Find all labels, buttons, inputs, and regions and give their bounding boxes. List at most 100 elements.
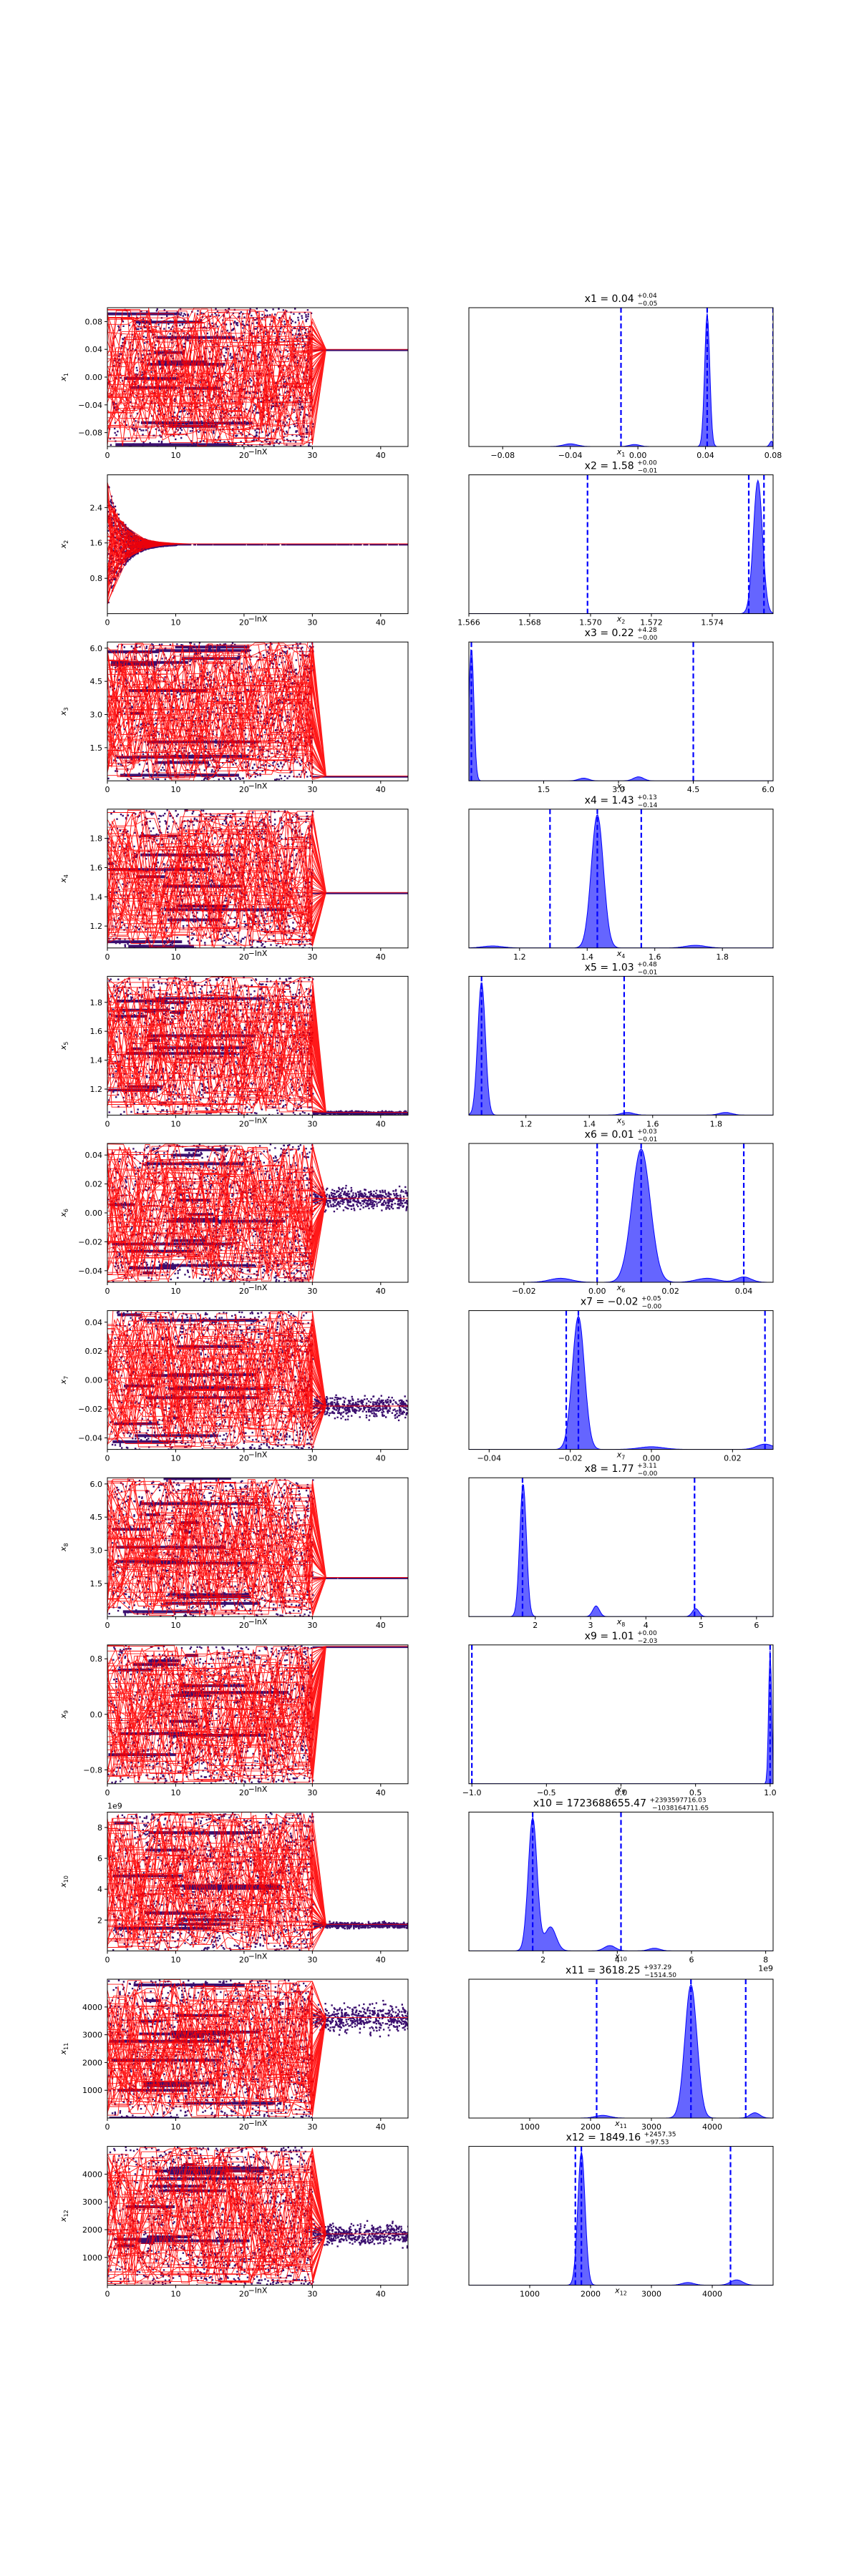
posterior-xtick-label-x7: −0.04 xyxy=(477,1454,501,1463)
trace-ytick-label-x7: 0.04 xyxy=(85,1318,103,1327)
posterior-xtick-label-x8: 5 xyxy=(699,1621,704,1630)
trace-ylabel-x5: x5 xyxy=(59,1042,69,1051)
posterior-marks-x1 xyxy=(469,308,773,447)
trace-ytick-label-x7: −0.02 xyxy=(78,1405,102,1414)
trace-xlabel-x3: −lnX xyxy=(248,781,268,791)
posterior-frame-x4 xyxy=(468,809,774,949)
trace-xtick-label-x3: 10 xyxy=(170,785,180,794)
posterior-title-x5: x5 = 1.03 +0.48 −0.01 xyxy=(585,961,658,976)
trace-xlabel-x6: −lnX xyxy=(248,1283,268,1292)
posterior-title-x9: x9 = 1.01 +0.00 −2.03 xyxy=(585,1630,658,1645)
posterior-xtick-label-x4: 1.2 xyxy=(513,952,526,962)
posterior-xtick-label-x11: 2000 xyxy=(581,2122,601,2132)
posterior-xtick-label-x5: 1.8 xyxy=(710,1119,723,1128)
trace-xtick-label-x5: 30 xyxy=(307,1119,317,1128)
trace-ytick-label-x2: 0.8 xyxy=(90,574,103,583)
trace-xlabel-x12: −lnX xyxy=(248,2286,268,2296)
posterior-xtick-label-x9: −0.5 xyxy=(537,1788,556,1797)
posterior-xtick-label-x3: 6.0 xyxy=(762,785,775,794)
posterior-frame-x9 xyxy=(468,1644,774,1785)
panel-row-x10: 0 10 20 30 40 −lnX 8 6 4 2 x10 1e9 2 4 6 8 x10 1e9 x10 = 1… xyxy=(59,1797,774,1973)
posterior-xtick-label-x5: 1.6 xyxy=(646,1119,659,1128)
posterior-xtick-label-x8: 4 xyxy=(644,1621,649,1630)
posterior-xtick-label-x2: 1.570 xyxy=(579,618,602,628)
trace-ytick-label-x5: 1.8 xyxy=(90,998,103,1008)
posterior-xtick-label-x8: 3 xyxy=(588,1621,593,1630)
trace-ytick-label-x10: 2 xyxy=(97,1916,102,1925)
trace-xlabel-x4: −lnX xyxy=(248,949,268,958)
trace-xtick-label-x9: 30 xyxy=(307,1788,317,1797)
trace-xtick-label-x9: 40 xyxy=(376,1788,386,1797)
posterior-frame-x10 xyxy=(468,1811,774,1951)
trace-xtick-label-x7: 30 xyxy=(307,1454,317,1463)
trace-xlabel-x7: −lnX xyxy=(248,1450,268,1460)
trace-marks-x5 xyxy=(107,976,408,1116)
trace-xlabel-x2: −lnX xyxy=(248,615,268,624)
trace-xlabel-x11: −lnX xyxy=(248,2119,268,2128)
posterior-density-x7 xyxy=(469,1315,773,1450)
trace-ytick-label-x8: 1.5 xyxy=(90,1579,103,1589)
trace-ytick-label-x4: 1.8 xyxy=(90,834,103,844)
posterior-xtick-label-x2: 1.566 xyxy=(457,618,480,628)
posterior-xlabel-x2: x2 xyxy=(616,615,626,625)
posterior-xlabel-x7: x7 xyxy=(616,1450,626,1461)
trace-yoffset-x10: 1e9 xyxy=(107,1801,122,1810)
trace-ylabel-x12: x12 xyxy=(59,2210,69,2223)
posterior-xtick-label-x9: −1.0 xyxy=(462,1788,482,1797)
posterior-frame-x7 xyxy=(468,1310,774,1450)
trace-xtick-label-x9: 20 xyxy=(239,1788,249,1797)
trace-xtick-label-x12: 20 xyxy=(239,2290,249,2299)
trace-xtick-label-x12: 30 xyxy=(307,2290,317,2299)
posterior-xtick-label-x9: 1.0 xyxy=(764,1788,777,1797)
trace-xtick-label-x2: 20 xyxy=(239,618,249,628)
trace-xtick-label-x9: 10 xyxy=(170,1788,180,1797)
trace-ytick-label-x4: 1.4 xyxy=(90,892,103,902)
trace-paths-x2 xyxy=(107,482,408,605)
posterior-xtick-label-x10: 8 xyxy=(763,1955,768,1964)
posterior-density-x3 xyxy=(469,649,773,781)
trace-ytick-label-x3: 6.0 xyxy=(90,644,103,653)
trace-paths-x3 xyxy=(107,642,408,781)
trace-xtick-label-x11: 0 xyxy=(105,2122,110,2132)
trace-ytick-label-x11: 4000 xyxy=(82,2003,102,2012)
trace-xtick-label-x7: 40 xyxy=(376,1454,386,1463)
posterior-xlabel-x12: x12 xyxy=(614,2286,627,2297)
posterior-xtick-label-x12: 4000 xyxy=(702,2290,722,2299)
trace-ytick-label-x1: 0.00 xyxy=(85,373,103,382)
posterior-frame-x2 xyxy=(468,474,774,615)
posterior-xtick-label-x7: −0.02 xyxy=(558,1454,583,1463)
posterior-xlabel-x1: x1 xyxy=(616,447,626,458)
posterior-xtick-label-x3: 4.5 xyxy=(687,785,700,794)
posterior-frame-x3 xyxy=(468,641,774,781)
trace-ytick-label-x7: 0.00 xyxy=(85,1376,103,1385)
posterior-xlabel-x3: x3 xyxy=(616,781,626,792)
trace-xtick-label-x5: 0 xyxy=(105,1119,110,1128)
panel-row-x9: 0 10 20 30 40 −lnX 0.8 0.0 −0.8 x9 −1.0 −0.5 0.0 0.5 1… xyxy=(59,1630,777,1797)
trace-ytick-label-x10: 4 xyxy=(97,1885,102,1894)
trace-ytick-label-x4: 1.2 xyxy=(90,922,103,931)
trace-xtick-label-x8: 10 xyxy=(170,1621,180,1630)
trace-xtick-label-x11: 40 xyxy=(376,2122,386,2132)
trace-frame-x11 xyxy=(107,1979,409,2119)
trace-ytick-label-x3: 4.5 xyxy=(90,677,103,686)
trace-ytick-label-x9: 0.0 xyxy=(90,1710,103,1719)
posterior-xtick-label-x6: −0.02 xyxy=(512,1287,536,1296)
trace-ytick-label-x6: −0.04 xyxy=(78,1267,102,1276)
trace-xtick-label-x6: 10 xyxy=(170,1287,180,1296)
posterior-title-x7: x7 = −0.02 +0.05 −0.00 xyxy=(581,1296,662,1311)
trace-ytick-label-x11: 2000 xyxy=(82,2058,102,2067)
trace-ylabel-x3: x3 xyxy=(59,707,69,716)
posterior-xlabel-x5: x5 xyxy=(616,1116,626,1126)
posterior-marks-x9 xyxy=(469,1644,773,1784)
trace-ytick-label-x5: 1.4 xyxy=(90,1056,103,1065)
trace-xlabel-x1: −lnX xyxy=(248,447,268,457)
posterior-title-x11: x11 = 3618.25 +937.29 −1514.50 xyxy=(566,1964,676,1979)
trace-xtick-label-x7: 20 xyxy=(239,1454,249,1463)
trace-xtick-label-x1: 20 xyxy=(239,451,249,460)
trace-ytick-label-x12: 1000 xyxy=(82,2253,102,2263)
trace-xtick-label-x4: 30 xyxy=(307,952,317,962)
trace-ytick-label-x5: 1.2 xyxy=(90,1085,103,1094)
posterior-xtick-label-x6: 0.00 xyxy=(588,1287,606,1296)
posterior-density-x11 xyxy=(469,1984,773,2118)
